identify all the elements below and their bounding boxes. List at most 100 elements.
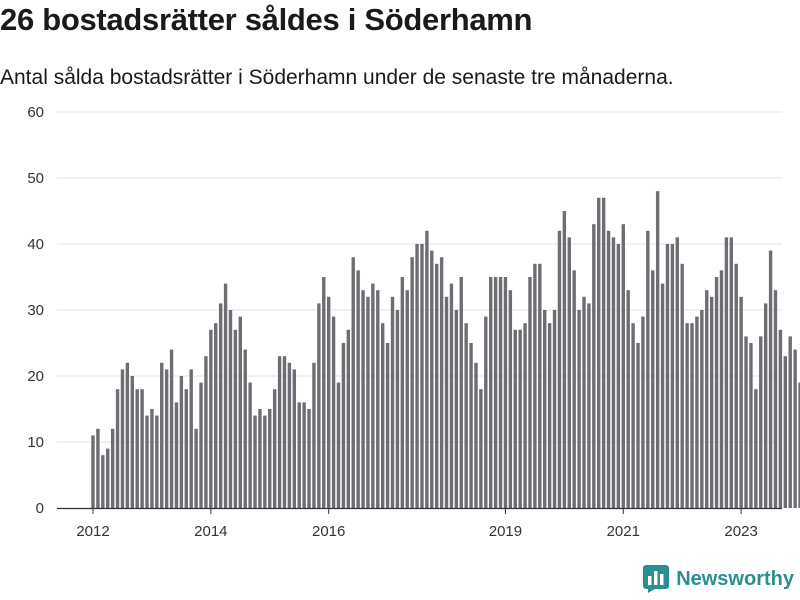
- bar: [174, 402, 179, 508]
- bar: [390, 296, 395, 508]
- bar: [709, 296, 714, 508]
- bar: [444, 296, 449, 508]
- bar: [685, 323, 689, 508]
- bar: [223, 283, 228, 508]
- bar: [592, 224, 596, 508]
- bar: [277, 356, 282, 508]
- bar: [474, 362, 478, 508]
- bar: [110, 428, 115, 508]
- bar: [714, 277, 719, 508]
- bar: [538, 263, 542, 508]
- y-tick-label: 30: [27, 302, 44, 319]
- y-tick-label: 40: [27, 236, 44, 253]
- bar: [493, 277, 498, 508]
- bar: [655, 191, 660, 508]
- bar: [631, 323, 635, 508]
- bar: [626, 290, 630, 508]
- y-tick-label: 50: [27, 170, 44, 187]
- bar: [793, 349, 797, 508]
- bar: [135, 389, 139, 508]
- bar: [380, 323, 385, 508]
- bar: [749, 343, 753, 508]
- bar: [484, 316, 488, 508]
- bar: [543, 310, 547, 508]
- bar: [155, 415, 159, 508]
- bar: [675, 237, 679, 508]
- bar: [587, 303, 591, 508]
- y-tick-label: 20: [27, 368, 44, 385]
- bar: [169, 349, 174, 508]
- bar: [297, 402, 301, 508]
- bar: [287, 362, 292, 508]
- bar: [140, 389, 144, 508]
- bar: [376, 290, 380, 508]
- bar: [606, 230, 611, 509]
- bar: [106, 448, 110, 508]
- x-tick-label: 2012: [76, 523, 109, 540]
- brand-name: Newsworthy: [676, 567, 794, 590]
- bar: [449, 283, 454, 508]
- bar: [214, 323, 218, 508]
- x-tick-label: 2014: [194, 523, 227, 540]
- bar: [528, 277, 532, 508]
- bar: [405, 290, 409, 508]
- bar: [272, 389, 277, 508]
- bar: [533, 263, 537, 508]
- bar: [248, 382, 252, 508]
- bar: [361, 290, 365, 508]
- bar: [263, 415, 267, 508]
- bar: [754, 389, 758, 508]
- bar: [268, 409, 272, 508]
- bar: [459, 277, 463, 508]
- y-tick-label: 10: [27, 434, 44, 451]
- bar: [562, 211, 567, 508]
- x-tick-label: 2023: [724, 523, 757, 540]
- bar: [798, 382, 800, 508]
- bar: [150, 409, 154, 508]
- bar-chart-icon: [643, 565, 670, 593]
- bar: [204, 356, 208, 508]
- bar: [464, 323, 468, 508]
- y-tick-label: 60: [27, 104, 44, 121]
- bar: [680, 263, 684, 508]
- bar: [773, 290, 778, 508]
- bar: [302, 402, 306, 508]
- bar: [91, 435, 95, 508]
- bar: [739, 296, 743, 508]
- bar: [577, 310, 581, 508]
- bar: [439, 257, 444, 508]
- bar: [597, 197, 601, 509]
- bar: [228, 310, 233, 508]
- bar: [646, 230, 650, 509]
- bar: [346, 329, 351, 508]
- bar: [430, 250, 434, 508]
- bar: [243, 349, 247, 508]
- bar: [724, 237, 729, 508]
- bar: [518, 329, 522, 508]
- bar: [366, 296, 370, 508]
- bar: [572, 270, 576, 508]
- x-tick-label: 2016: [312, 523, 345, 540]
- bar: [282, 356, 287, 508]
- bars: [91, 191, 800, 509]
- bar: [435, 263, 439, 508]
- bar: [351, 257, 355, 508]
- bar: [734, 263, 738, 508]
- bar: [120, 369, 125, 508]
- chart-title: 26 bostadsrätter såldes i Söderhamn: [0, 2, 533, 37]
- bar: [611, 237, 616, 508]
- bar: [145, 415, 149, 508]
- bar: [189, 369, 193, 508]
- bar: [415, 244, 419, 508]
- x-tick-label: 2021: [607, 523, 640, 540]
- bar: [523, 323, 527, 508]
- bar: [326, 296, 331, 508]
- bar: [322, 277, 326, 508]
- bar: [489, 277, 493, 508]
- bar: [336, 382, 341, 508]
- bar: [547, 323, 552, 508]
- bar: [552, 310, 557, 508]
- bar: [420, 244, 424, 508]
- bar: [665, 244, 670, 508]
- bar: [400, 277, 405, 508]
